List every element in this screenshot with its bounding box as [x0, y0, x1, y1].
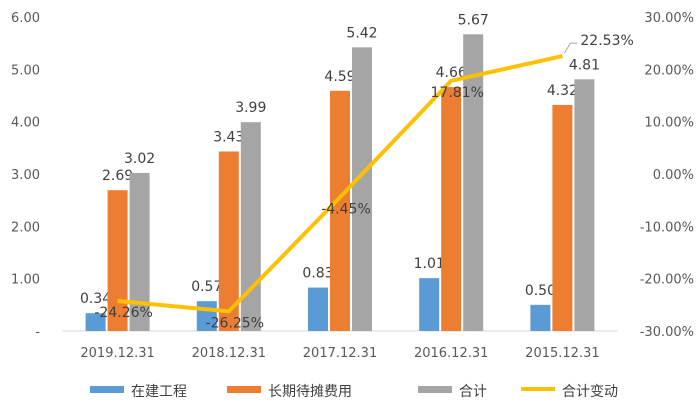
- x-tick-label: 2018.12.31: [192, 346, 266, 361]
- bar-3: [241, 122, 261, 331]
- legend-label: 长期待摊费用: [268, 384, 352, 400]
- bar-3: [352, 47, 372, 331]
- bar-data-label: 5.42: [346, 25, 377, 41]
- y-right-tick-label: 20.00%: [644, 63, 694, 78]
- y-left-tick-label: 6.00: [11, 11, 40, 26]
- bar-1: [530, 305, 550, 331]
- y-left-tick-label: -: [35, 325, 40, 340]
- bar-data-label: 0.50: [525, 283, 556, 299]
- line-data-label: 17.81%: [431, 85, 484, 101]
- x-tick-label: 2017.12.31: [303, 346, 377, 361]
- line-data-label: 22.53%: [580, 33, 633, 49]
- line-data-label: -4.45%: [321, 201, 371, 217]
- bar-1: [419, 278, 439, 331]
- data-label-leader-line: [564, 43, 577, 53]
- y-right-tick-label: 10.00%: [644, 116, 694, 131]
- bar-data-label: 0.83: [302, 266, 333, 282]
- bar-data-label: 0.57: [191, 279, 222, 295]
- legend-label: 在建工程: [131, 384, 187, 400]
- x-tick-label: 2016.12.31: [414, 346, 488, 361]
- line-data-label: -24.26%: [94, 305, 152, 321]
- bar-data-label: 4.32: [547, 83, 578, 99]
- y-right-tick-label: -30.00%: [640, 325, 694, 340]
- bar-data-label: 3.99: [235, 100, 266, 116]
- bar-data-label: 3.02: [124, 151, 155, 167]
- bar-data-label: 2.69: [102, 168, 133, 184]
- legend-swatch: [227, 386, 261, 393]
- y-left-tick-label: 4.00: [11, 116, 40, 131]
- y-right-tick-label: 0.00%: [653, 168, 694, 183]
- x-tick-label: 2015.12.31: [525, 346, 599, 361]
- y-left-tick-label: 3.00: [11, 168, 40, 183]
- bar-data-label: 1.01: [414, 256, 445, 272]
- y-right-tick-label: -10.00%: [640, 220, 694, 235]
- x-tick-label: 2019.12.31: [80, 346, 154, 361]
- bar-data-label: 4.59: [324, 69, 355, 85]
- y-left-tick-label: 2.00: [11, 220, 40, 235]
- y-right-tick-label: 30.00%: [644, 11, 694, 26]
- legend-swatch: [418, 386, 452, 393]
- bar-data-label: 5.67: [458, 12, 489, 28]
- bar-2: [441, 87, 461, 331]
- y-left-tick-label: 5.00: [11, 63, 40, 78]
- legend-label: 合计变动: [562, 384, 618, 400]
- y-right-tick-label: -20.00%: [640, 273, 694, 288]
- bar-2: [552, 105, 572, 331]
- legend-label: 合计: [459, 384, 487, 400]
- bar-3: [574, 79, 594, 331]
- y-left-tick-label: 1.00: [11, 273, 40, 288]
- bar-data-label: 3.43: [213, 129, 244, 145]
- line-data-label: -26.25%: [206, 315, 264, 331]
- bar-data-label: 4.81: [569, 57, 600, 73]
- legend-swatch: [90, 386, 124, 393]
- bar-1: [308, 288, 328, 331]
